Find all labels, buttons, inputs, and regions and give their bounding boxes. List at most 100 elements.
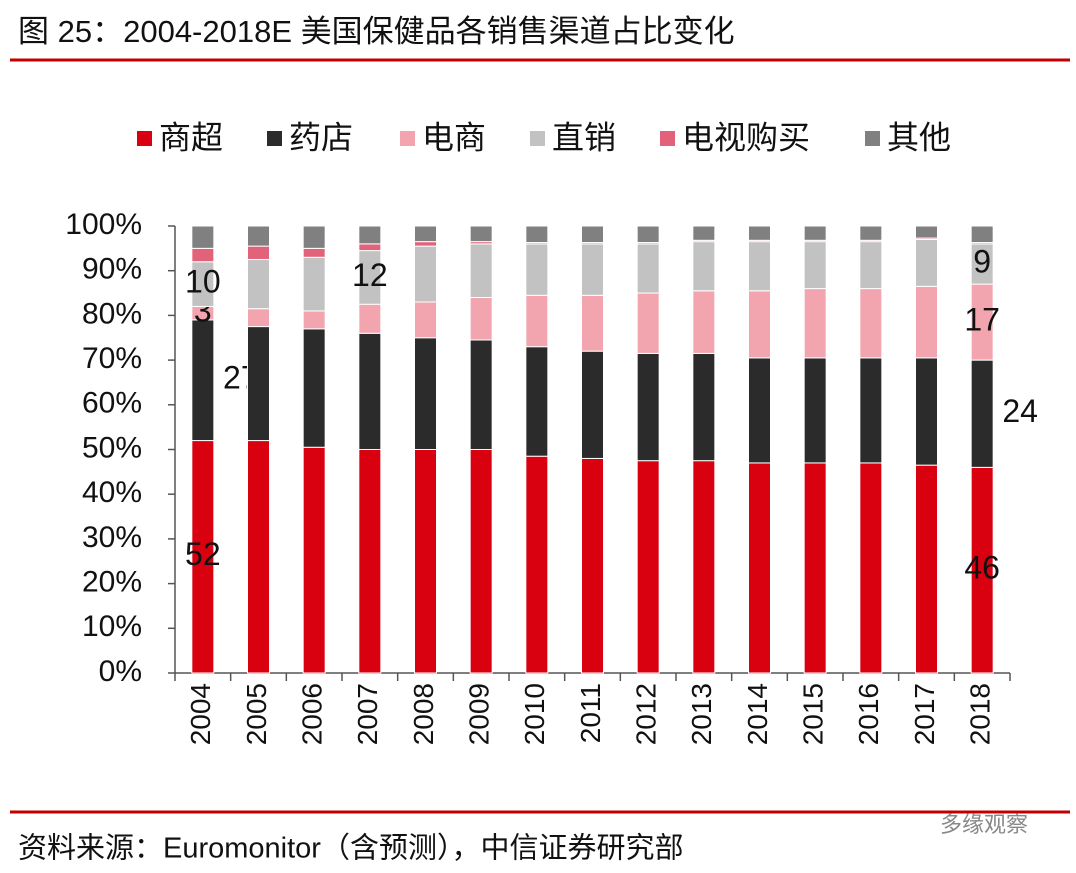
bar-segment bbox=[414, 301, 437, 339]
bar-segment bbox=[358, 225, 382, 245]
bar-segment bbox=[302, 310, 326, 330]
bar-segment bbox=[414, 241, 437, 247]
watermark: 多缘观察 bbox=[940, 812, 1028, 837]
legend-label: 电视购买 bbox=[682, 119, 810, 155]
y-tick-label: 40% bbox=[82, 476, 142, 509]
data-label: 46 bbox=[964, 550, 1000, 586]
legend-label: 药店 bbox=[289, 119, 353, 155]
bar-segment bbox=[970, 225, 994, 244]
bar-segment bbox=[302, 225, 326, 249]
bar-segment bbox=[803, 241, 827, 290]
bar-segment bbox=[469, 449, 493, 674]
data-label: 52 bbox=[185, 536, 221, 572]
bar-segment bbox=[247, 326, 270, 442]
bar-segment bbox=[247, 440, 270, 674]
bar-segment bbox=[247, 245, 270, 261]
bar-segment bbox=[469, 243, 493, 299]
x-tick-label: 2013 bbox=[686, 683, 717, 745]
bar-segment bbox=[191, 319, 215, 442]
x-tick-label: 2015 bbox=[798, 683, 829, 745]
bar-segment bbox=[803, 357, 827, 464]
bar-segment bbox=[915, 357, 938, 466]
bar-segment bbox=[692, 352, 716, 462]
data-label: 9 bbox=[973, 243, 991, 279]
x-tick-label: 2004 bbox=[185, 683, 216, 745]
bar-segment bbox=[748, 241, 771, 292]
x-tick-label: 2008 bbox=[408, 683, 439, 745]
bar-segment bbox=[915, 464, 938, 674]
bar-segment bbox=[581, 225, 604, 244]
bar-segment bbox=[636, 225, 660, 244]
y-tick-label: 90% bbox=[82, 253, 142, 286]
bar-segment bbox=[748, 462, 771, 674]
x-tick-label: 2017 bbox=[909, 683, 940, 745]
legend-label: 直销 bbox=[552, 119, 616, 155]
bar-segment bbox=[525, 294, 549, 348]
x-tick-label: 2010 bbox=[519, 683, 550, 745]
y-tick-label: 80% bbox=[82, 297, 142, 330]
bar-segment bbox=[247, 308, 270, 328]
bar-segment bbox=[358, 332, 382, 450]
bar-segment bbox=[414, 337, 437, 450]
bar-segment bbox=[803, 462, 827, 674]
bar-segment bbox=[358, 449, 382, 674]
bar-segment bbox=[581, 350, 604, 459]
source-note: 资料来源：Euromonitor（含预测），中信证券研究部 bbox=[18, 832, 683, 865]
bar-segment bbox=[302, 256, 326, 312]
x-tick-label: 2011 bbox=[575, 683, 606, 743]
bar-segment bbox=[525, 455, 549, 674]
bar-segment bbox=[469, 297, 493, 341]
bar-segment bbox=[525, 225, 549, 244]
bar-segment bbox=[748, 290, 771, 359]
bar-segment bbox=[358, 243, 382, 252]
bar-segment bbox=[414, 225, 437, 243]
legend-swatch bbox=[530, 131, 545, 146]
bar-segment bbox=[581, 294, 604, 352]
bar-segment bbox=[915, 285, 938, 359]
bar-segment bbox=[859, 462, 883, 674]
chart-title: 图 25：2004-2018E 美国保健品各销售渠道占比变化 bbox=[18, 14, 735, 49]
bar-segment bbox=[859, 241, 883, 290]
data-label: 24 bbox=[1002, 393, 1038, 429]
bar-segment bbox=[247, 225, 270, 247]
bar-segment bbox=[915, 225, 938, 239]
bar-segment bbox=[581, 243, 604, 296]
x-tick-label: 2014 bbox=[742, 683, 773, 745]
data-label: 17 bbox=[964, 302, 1000, 338]
bar-segment bbox=[970, 359, 994, 468]
legend-swatch bbox=[865, 131, 880, 146]
data-label: 10 bbox=[185, 264, 221, 300]
y-tick-label: 0% bbox=[99, 655, 142, 688]
bar-segment bbox=[358, 303, 382, 334]
x-tick-label: 2007 bbox=[352, 683, 383, 745]
x-tick-label: 2016 bbox=[853, 683, 884, 745]
bar-segment bbox=[748, 357, 771, 464]
legend-swatch bbox=[660, 131, 675, 146]
bar-segment bbox=[525, 346, 549, 457]
y-tick-label: 20% bbox=[82, 566, 142, 599]
y-tick-label: 10% bbox=[82, 610, 142, 643]
bar-segment bbox=[803, 225, 827, 241]
bar-segment bbox=[469, 339, 493, 450]
y-tick-label: 70% bbox=[82, 342, 142, 375]
legend-swatch bbox=[137, 131, 152, 146]
legend-label: 商超 bbox=[159, 119, 223, 155]
bar-segment bbox=[636, 292, 660, 354]
bar-segment bbox=[859, 288, 883, 359]
bar-segment bbox=[191, 225, 215, 249]
bar-segment bbox=[302, 446, 326, 674]
legend-swatch bbox=[400, 131, 415, 146]
bar-segment bbox=[636, 352, 660, 462]
bar-segment bbox=[302, 247, 326, 258]
bar-segment bbox=[191, 247, 215, 263]
bar-segment bbox=[636, 243, 660, 294]
bar-segment bbox=[414, 449, 437, 674]
x-tick-label: 2012 bbox=[631, 683, 662, 745]
bar-segment bbox=[915, 238, 938, 287]
y-tick-label: 100% bbox=[65, 208, 142, 241]
x-tick-label: 2006 bbox=[297, 683, 328, 745]
bar-segment bbox=[803, 288, 827, 359]
legend-swatch bbox=[267, 131, 282, 146]
bar-segment bbox=[748, 225, 771, 241]
